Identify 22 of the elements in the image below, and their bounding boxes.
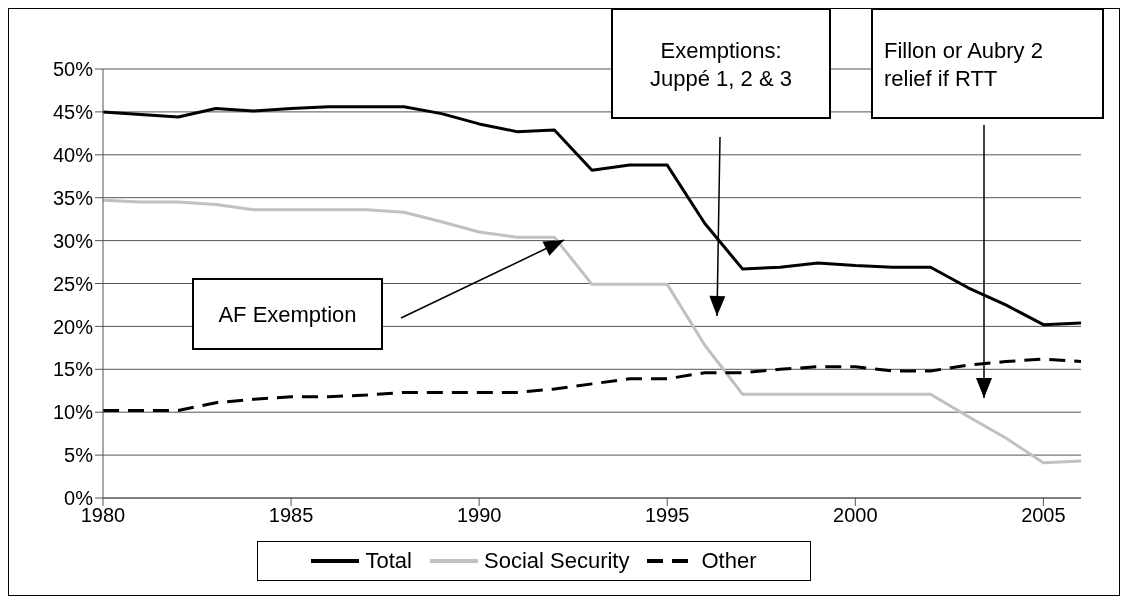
y-tick-label: 40%: [52, 143, 94, 166]
y-tick-label: 10%: [52, 401, 94, 424]
x-tick-label: 1980: [80, 504, 126, 527]
y-tick-label: 5%: [64, 444, 94, 467]
y-tick-label: 30%: [52, 229, 94, 252]
x-tick-label: 2000: [833, 504, 878, 527]
annotation: Exemptions: Juppé 1, 2 & 3: [650, 37, 792, 91]
x-tick-label: 1990: [456, 504, 502, 527]
legend-label: Other: [701, 548, 757, 574]
y-tick-label: 15%: [52, 358, 94, 381]
y-tick-label: 45%: [52, 101, 94, 123]
y-tick-label: 50%: [52, 58, 94, 81]
annotation: AF Exemption: [218, 302, 357, 327]
legend-label: Total: [365, 548, 412, 574]
x-tick-label: 2005: [1021, 504, 1066, 527]
x-tick-label: 1985: [268, 504, 314, 527]
y-tick-label: 25%: [52, 272, 94, 295]
y-tick-label: 20%: [52, 315, 94, 338]
y-tick-label: 35%: [52, 186, 94, 209]
annotation: Fillon or Aubry 2 relief if RTT: [884, 37, 1043, 91]
legend-label: Social Security: [483, 548, 630, 574]
x-tick-label: 1995: [644, 504, 690, 527]
